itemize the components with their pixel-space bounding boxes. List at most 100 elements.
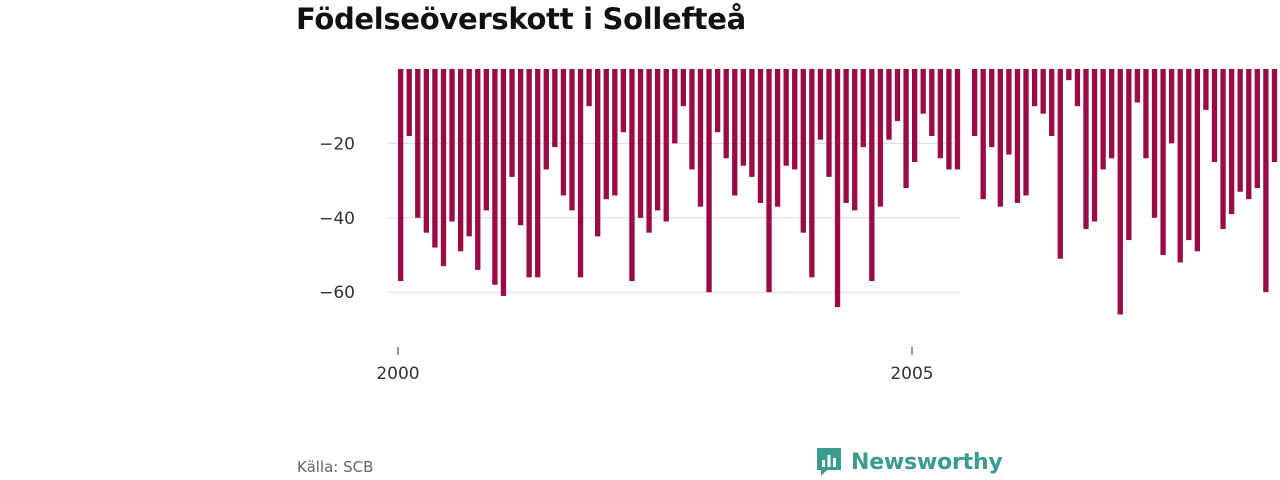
bar — [1246, 69, 1252, 200]
bar — [1254, 69, 1260, 189]
bar — [1023, 69, 1029, 196]
bar — [1237, 69, 1243, 192]
bar — [1271, 69, 1278, 162]
bar — [723, 69, 729, 159]
bar — [706, 69, 712, 293]
y-tick-label: −60 — [319, 283, 355, 303]
bar — [620, 69, 627, 133]
bar — [1006, 69, 1012, 155]
bar — [449, 69, 455, 222]
bar — [792, 69, 798, 170]
bar — [714, 69, 721, 133]
bar — [595, 69, 601, 237]
bar — [809, 69, 815, 278]
bar — [440, 69, 447, 267]
bar — [1211, 69, 1218, 162]
bar — [1049, 69, 1055, 136]
bar — [1194, 69, 1201, 252]
bar — [886, 69, 892, 140]
bar — [586, 69, 592, 107]
bar — [552, 69, 558, 148]
bar — [817, 69, 824, 140]
bar — [800, 69, 806, 233]
source-note: Källa: SCB — [297, 458, 374, 476]
bar — [466, 69, 472, 237]
bar — [655, 69, 661, 211]
bar — [535, 69, 541, 278]
bar — [783, 69, 789, 166]
bar — [1066, 69, 1072, 81]
bar — [1151, 69, 1158, 218]
bar — [509, 69, 515, 177]
bar-chart: −20−40−60 200020052010201520202025 — [319, 69, 1278, 384]
bar — [689, 69, 695, 170]
bar — [1031, 69, 1038, 107]
bar — [997, 69, 1003, 207]
bar — [920, 69, 926, 114]
bar — [1091, 69, 1098, 222]
chart-title: Födelseöverskott i Sollefteå — [296, 2, 746, 36]
bar — [672, 69, 678, 144]
bar — [1083, 69, 1089, 229]
x-axis: 200020052010201520202025 — [376, 347, 934, 384]
bars — [398, 69, 1278, 315]
bar — [569, 69, 575, 211]
bar — [1169, 69, 1175, 144]
x-tick-label: 2005 — [890, 364, 933, 384]
bar — [929, 69, 935, 136]
bar — [603, 69, 609, 200]
brand-name: Newsworthy — [851, 449, 1003, 475]
bar — [843, 69, 849, 203]
bar — [697, 69, 704, 207]
bar — [663, 69, 669, 222]
bar — [877, 69, 884, 207]
bar — [500, 69, 507, 296]
bar — [680, 69, 687, 107]
bar — [971, 69, 978, 136]
bar — [774, 69, 781, 207]
bar — [1040, 69, 1046, 114]
bar — [432, 69, 438, 248]
bar — [1203, 69, 1209, 110]
bar — [1109, 69, 1115, 159]
bar — [406, 69, 412, 136]
bar — [423, 69, 430, 233]
bar-chart-logo-icon — [817, 448, 841, 476]
bar — [517, 69, 524, 226]
bar — [526, 69, 532, 278]
bar — [946, 69, 952, 170]
bar — [1014, 69, 1021, 203]
bar — [1263, 69, 1269, 293]
bar — [1186, 69, 1192, 241]
bar — [954, 69, 961, 170]
bar — [1057, 69, 1063, 259]
bar — [629, 69, 635, 282]
bar — [860, 69, 866, 148]
bar — [1117, 69, 1123, 315]
bar — [903, 69, 909, 189]
bar — [1100, 69, 1106, 170]
y-tick-label: −40 — [319, 209, 355, 229]
bar — [577, 69, 584, 278]
bar — [749, 69, 755, 177]
bar — [492, 69, 498, 285]
bar — [980, 69, 986, 200]
bar — [483, 69, 489, 211]
x-tick-label: 2000 — [376, 364, 419, 384]
bar — [398, 69, 404, 282]
bar — [646, 69, 652, 233]
brand-logo[interactable]: Newsworthy — [815, 446, 1003, 478]
bar — [1143, 69, 1149, 159]
bar — [1220, 69, 1226, 229]
bar — [1177, 69, 1183, 263]
bar — [543, 69, 549, 170]
bar — [612, 69, 618, 196]
bar — [937, 69, 944, 159]
bar — [637, 69, 644, 218]
bar — [1134, 69, 1141, 103]
bar — [740, 69, 746, 166]
y-tick-label: −20 — [319, 134, 355, 154]
bar — [732, 69, 738, 196]
bar — [757, 69, 764, 203]
bar — [869, 69, 875, 282]
